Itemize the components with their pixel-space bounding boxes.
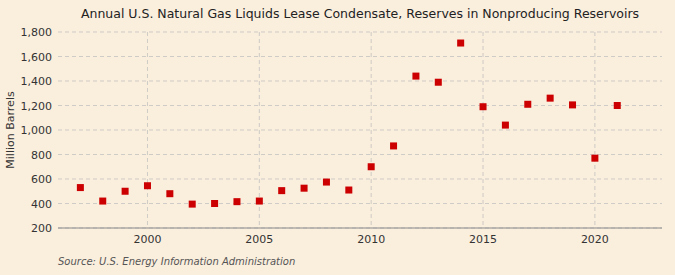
point — [368, 163, 375, 170]
page: {"chart_data": {"type": "scatter", "titl… — [0, 0, 675, 275]
point — [502, 122, 509, 129]
x-axis-line — [58, 228, 662, 229]
points — [77, 40, 621, 208]
y-grid-line — [58, 203, 662, 204]
x-tick-label: 2015 — [469, 233, 497, 246]
x-tick-label: 2000 — [133, 233, 161, 246]
point — [390, 142, 397, 149]
y-tick-label: 1,200 — [21, 100, 53, 113]
point — [345, 187, 352, 194]
y-tick-label: 200 — [31, 222, 52, 235]
point — [144, 182, 151, 189]
y-axis-label: Million Barrels — [4, 91, 17, 169]
y-tick-label: 600 — [31, 173, 52, 186]
y-grid-line — [58, 32, 662, 33]
x-grid-line — [594, 32, 595, 228]
point — [569, 101, 576, 108]
x-grid-line — [371, 32, 372, 228]
point — [412, 73, 419, 80]
point — [233, 198, 240, 205]
point — [524, 101, 531, 108]
x-tick-label: 2005 — [245, 233, 273, 246]
point — [166, 190, 173, 197]
chart: 200 400 600 800 1,000 1,200 1,400 1,600 1,800 200… — [0, 0, 675, 275]
point — [301, 185, 308, 192]
y-grid-line — [58, 179, 662, 180]
y-grid-line — [58, 81, 662, 82]
x-grid-line — [147, 32, 148, 228]
y-grid-line — [58, 154, 662, 155]
y-tick-label: 1,000 — [21, 124, 53, 137]
point — [189, 201, 196, 208]
title: Annual U.S. Natural Gas Liquids Lease Co… — [81, 6, 639, 21]
y-tick-label: 1,800 — [21, 26, 53, 39]
point — [435, 79, 442, 86]
x-tick-label: 2020 — [581, 233, 609, 246]
y-tick-label: 800 — [31, 149, 52, 162]
source-note: Source: U.S. Energy Information Administ… — [58, 256, 295, 267]
x-grid-line — [483, 32, 484, 228]
point — [278, 187, 285, 194]
point — [77, 184, 84, 191]
point — [256, 198, 263, 205]
point — [457, 40, 464, 47]
y-grid-line — [58, 56, 662, 57]
x-tick-label: 2010 — [357, 233, 385, 246]
y-tick-label: 1,400 — [21, 75, 53, 88]
axes: 200 400 600 800 1,000 1,200 1,400 1,600 1,800 200… — [21, 26, 663, 246]
point — [99, 198, 106, 205]
point — [480, 103, 487, 110]
point — [211, 200, 218, 207]
point — [614, 102, 621, 109]
grid — [58, 32, 662, 228]
point — [122, 188, 129, 195]
y-grid-line — [58, 228, 662, 229]
point — [591, 155, 598, 162]
y-tick-label: 400 — [31, 198, 52, 211]
point — [547, 95, 554, 102]
y-grid-line — [58, 130, 662, 131]
y-tick-label: 1,600 — [21, 51, 53, 64]
point — [323, 179, 330, 186]
